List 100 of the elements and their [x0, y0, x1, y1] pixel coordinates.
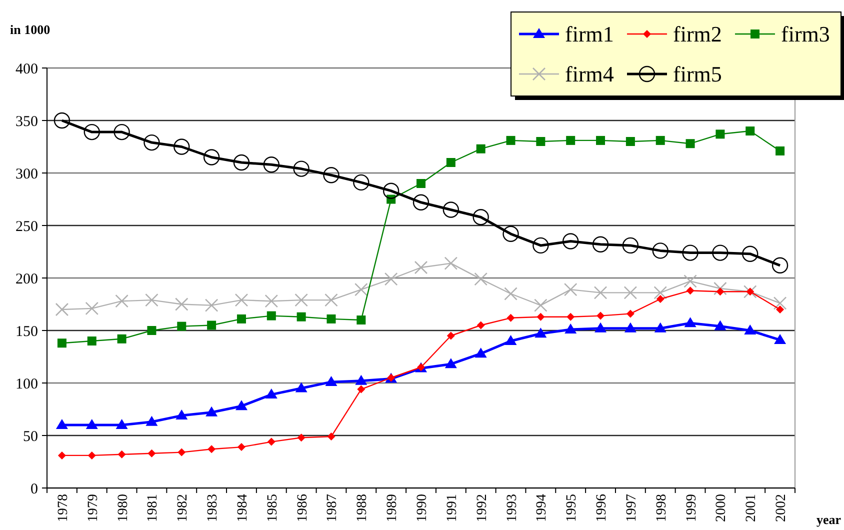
- point: [354, 282, 368, 296]
- point: [326, 314, 336, 324]
- point: [536, 312, 545, 321]
- point: [772, 257, 788, 274]
- point: [146, 416, 158, 426]
- x-tick-label: 1978: [56, 494, 71, 522]
- point: [174, 138, 190, 155]
- point: [566, 136, 576, 145]
- point: [564, 323, 577, 334]
- point: [652, 242, 668, 259]
- point: [504, 287, 518, 300]
- point: [742, 246, 758, 262]
- point: [204, 298, 218, 312]
- point: [176, 410, 188, 420]
- point: [355, 374, 368, 385]
- point: [534, 328, 547, 338]
- x-tick-label: 1995: [564, 494, 580, 522]
- point: [776, 146, 785, 156]
- y-tick-label: 200: [16, 271, 38, 288]
- x-tick-label: 1999: [684, 494, 700, 522]
- x-tick-label: 2002: [774, 494, 790, 522]
- y-tick-label: 100: [16, 376, 38, 392]
- point: [84, 124, 100, 140]
- point: [87, 336, 96, 346]
- x-tick-label: 1984: [235, 494, 250, 522]
- point: [476, 321, 485, 330]
- x-tick-label: 1985: [265, 494, 280, 522]
- point: [592, 236, 609, 252]
- point: [357, 385, 366, 394]
- y-tick-label: 150: [16, 324, 38, 340]
- point: [234, 293, 248, 307]
- point: [472, 209, 489, 226]
- point: [746, 126, 755, 136]
- point: [534, 298, 548, 312]
- point: [446, 332, 455, 340]
- point: [626, 310, 634, 318]
- point: [626, 137, 635, 146]
- point: [297, 434, 306, 442]
- x-tick-label: 1983: [206, 494, 221, 522]
- y-tick-label: 300: [16, 166, 38, 182]
- point: [85, 302, 99, 316]
- point: [88, 451, 96, 460]
- point: [774, 334, 786, 344]
- x-tick-label: 1997: [624, 494, 640, 522]
- point: [382, 182, 400, 199]
- x-tick-label: 1994: [534, 494, 550, 522]
- point: [536, 137, 546, 146]
- point: [596, 312, 605, 320]
- x-tick-label: 1979: [86, 494, 101, 522]
- point: [776, 306, 784, 314]
- point: [654, 286, 668, 300]
- point: [502, 226, 519, 242]
- point: [263, 156, 280, 173]
- point: [115, 294, 128, 308]
- point: [116, 419, 128, 429]
- point: [412, 194, 430, 210]
- point: [624, 322, 636, 332]
- point: [414, 260, 428, 274]
- point: [266, 311, 276, 320]
- point: [564, 282, 578, 296]
- point: [712, 244, 728, 261]
- point: [293, 160, 310, 177]
- point: [656, 136, 665, 145]
- y-tick-label: 350: [16, 114, 38, 130]
- y-tick-label: 250: [16, 218, 38, 235]
- point: [235, 400, 248, 410]
- point: [686, 139, 695, 148]
- point: [174, 298, 188, 311]
- point: [55, 302, 69, 316]
- x-tick-label: 1986: [295, 494, 310, 522]
- point: [444, 358, 457, 368]
- x-tick-label: 1992: [474, 494, 490, 522]
- point: [325, 376, 338, 386]
- point: [476, 144, 486, 154]
- point: [324, 293, 338, 307]
- point: [177, 322, 186, 331]
- x-tick-label: 1993: [504, 494, 520, 522]
- point: [656, 295, 664, 303]
- x-tick-label: 1980: [116, 494, 131, 522]
- point: [207, 320, 216, 330]
- point: [267, 438, 276, 446]
- point: [208, 445, 216, 454]
- point: [86, 419, 98, 429]
- point: [686, 286, 694, 295]
- point: [353, 174, 370, 191]
- point: [203, 149, 220, 166]
- point: [147, 326, 156, 335]
- point: [442, 202, 460, 218]
- y-tick-label: 0: [30, 481, 38, 498]
- point: [444, 256, 458, 270]
- x-tick-label: 1996: [594, 494, 610, 522]
- point: [296, 312, 306, 322]
- point: [622, 237, 639, 254]
- legend-label: firm4: [565, 62, 614, 87]
- x-tick-label: 1991: [444, 494, 460, 522]
- point: [566, 312, 575, 321]
- point: [716, 130, 725, 139]
- point: [562, 233, 579, 250]
- point: [474, 348, 487, 358]
- point: [682, 244, 698, 261]
